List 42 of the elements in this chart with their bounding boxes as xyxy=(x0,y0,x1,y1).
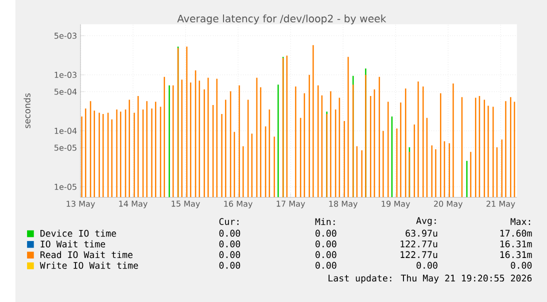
x-tick-label: 16 May xyxy=(224,200,252,208)
y-tick-label: 5e-03 xyxy=(54,32,76,39)
text: 16.31m xyxy=(500,251,532,258)
text: 0.00 xyxy=(219,251,240,258)
text: Avg: xyxy=(416,217,436,226)
x-tick-label: 15 May xyxy=(172,200,200,208)
text: Max: xyxy=(510,218,530,225)
x-tick-label: 17 May xyxy=(276,200,306,208)
text: 0.00 xyxy=(416,262,438,269)
y-tick-label: 5e-05 xyxy=(54,144,76,151)
text: 16.31m xyxy=(500,240,532,248)
text: 122.77u xyxy=(400,240,438,248)
legend-label: IO Wait time xyxy=(40,240,106,248)
text: 0.00 xyxy=(316,230,336,237)
y-axis-title: seconds xyxy=(24,93,30,128)
legend-label: Device IO time xyxy=(40,230,116,237)
text: 0.00 xyxy=(219,240,240,248)
text: 17.60m xyxy=(500,230,532,237)
text: Cur: xyxy=(219,218,238,225)
text: 0.00 xyxy=(510,262,532,269)
legend-label: Read IO Wait time xyxy=(40,250,132,258)
text: 0.00 xyxy=(219,262,240,269)
text: 0.00 xyxy=(316,251,336,258)
text: 0.00 xyxy=(316,262,336,269)
x-tick-label: 18 May xyxy=(329,200,358,208)
text: 122.77u xyxy=(400,251,438,258)
x-tick-label: 14 May xyxy=(119,200,148,208)
x-tick-label: 13 May xyxy=(66,200,95,208)
text: Last update: Thu May 21 19:20:55 2026 xyxy=(328,274,532,284)
y-tick-label: 1e-05 xyxy=(54,184,76,190)
x-tick-label: 20 May xyxy=(434,200,463,208)
text: 0.00 xyxy=(219,230,240,237)
text: Min: xyxy=(315,218,335,225)
x-tick-label: 19 May xyxy=(382,200,410,208)
chart-title: Average latency for /dev/loop2 - by week xyxy=(177,14,386,24)
y-tick-label: 5e-04 xyxy=(54,88,77,95)
legend-label: Write IO Wait time xyxy=(40,262,138,269)
text: 63.97u xyxy=(406,230,438,237)
x-tick-label: 21 May xyxy=(486,200,516,208)
y-tick-label: 1e-03 xyxy=(54,72,76,78)
y-tick-label: 1e-04 xyxy=(54,128,77,134)
text: 0.00 xyxy=(316,240,336,248)
